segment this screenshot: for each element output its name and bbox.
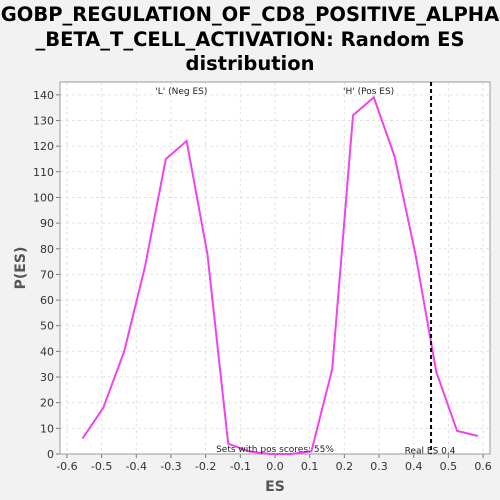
x-tick-label: -0.1 — [230, 460, 251, 473]
x-tick-label: -0.5 — [91, 460, 112, 473]
y-tick-label: 110 — [33, 166, 54, 179]
series-layer — [81, 82, 479, 455]
x-tick-label: -0.6 — [56, 460, 77, 473]
x-tick-label: 0.1 — [301, 460, 319, 473]
chart-title-line-2: _BETA_T_CELL_ACTIVATION: Random ES — [35, 28, 465, 51]
x-tick-label: 0.2 — [336, 460, 354, 473]
y-tick-label: 80 — [40, 243, 54, 256]
y-tick-label: 50 — [40, 320, 54, 333]
y-tick-label: 30 — [40, 371, 54, 384]
y-tick-label: 90 — [40, 217, 54, 230]
x-tick-label: 0.5 — [440, 460, 458, 473]
y-tick-label: 0 — [47, 448, 54, 461]
x-tick-label: -0.2 — [195, 460, 216, 473]
y-axis-label: P(ES) — [13, 247, 29, 290]
annotation-layer: 'L' (Neg ES) 'H' (Pos ES) Sets with pos … — [155, 87, 455, 457]
real-es-label: Real ES 0.4 — [405, 447, 456, 457]
x-tick-label: 0.0 — [266, 460, 284, 473]
y-tick-label: 60 — [40, 294, 54, 307]
pos-es-label: 'H' (Pos ES) — [343, 87, 394, 97]
chart-title-line-3: distribution — [185, 52, 315, 75]
sets-pos-scores-label: Sets with pos scores: 55% — [216, 445, 334, 455]
x-tick-label: -0.3 — [160, 460, 181, 473]
y-tick-label: 100 — [33, 191, 54, 204]
es-distribution-line — [81, 95, 479, 455]
grid-layer — [60, 82, 490, 455]
x-tick-label: -0.4 — [126, 460, 147, 473]
y-tick-label: 120 — [33, 140, 54, 153]
chart-title-line-1: GOBP_REGULATION_OF_CD8_POSITIVE_ALPHA — [0, 3, 500, 26]
x-tick-label: 0.4 — [405, 460, 423, 473]
x-axis-label: ES — [265, 479, 285, 495]
y-tick-label: 10 — [40, 422, 54, 435]
y-tick-label: 40 — [40, 345, 54, 358]
y-tick-label: 70 — [40, 268, 54, 281]
y-tick-label: 20 — [40, 397, 54, 410]
x-tick-label: 0.6 — [474, 460, 492, 473]
x-tick-label: 0.3 — [370, 460, 388, 473]
y-tick-label: 140 — [33, 89, 54, 102]
neg-es-label: 'L' (Neg ES) — [155, 87, 207, 97]
y-tick-label: 130 — [33, 114, 54, 127]
axis-layer: -0.6 -0.5 -0.4 -0.3 -0.2 -0.1 0.0 0.1 0.2 0.3 0.4 0… — [33, 81, 492, 473]
